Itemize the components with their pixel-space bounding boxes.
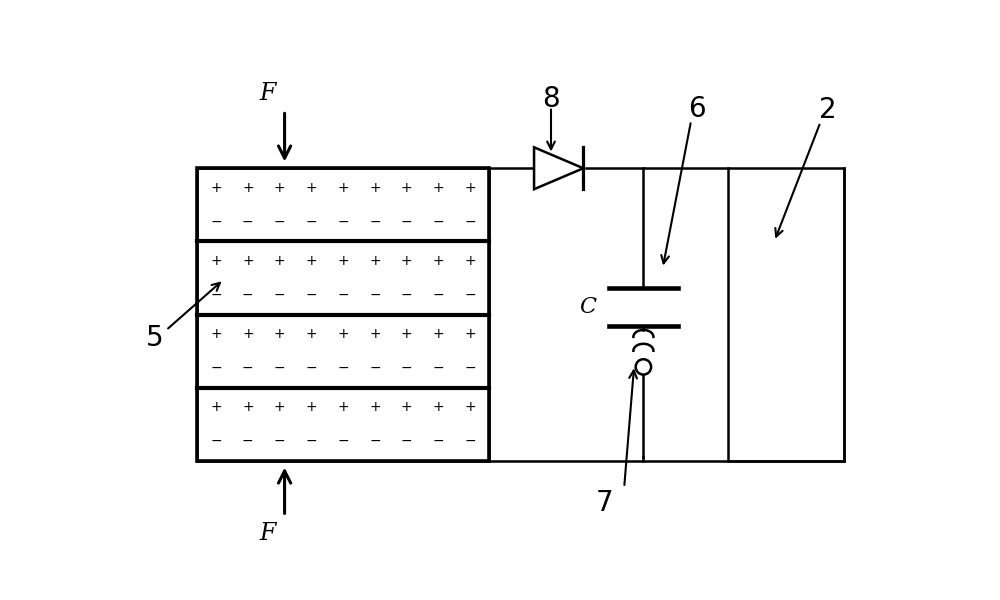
Text: 2: 2 <box>819 97 837 124</box>
Text: +: + <box>401 328 412 341</box>
Text: −: − <box>369 288 381 302</box>
Text: −: − <box>464 434 476 448</box>
Text: −: − <box>401 434 412 448</box>
Text: +: + <box>464 254 476 268</box>
Text: +: + <box>369 400 381 415</box>
Text: 5: 5 <box>146 324 163 352</box>
Text: +: + <box>242 400 254 415</box>
Text: +: + <box>210 400 222 415</box>
Text: −: − <box>337 288 349 302</box>
Text: −: − <box>210 288 222 302</box>
Text: +: + <box>337 254 349 268</box>
Text: −: − <box>210 361 222 375</box>
Text: −: − <box>401 215 412 229</box>
Text: +: + <box>210 328 222 341</box>
Text: +: + <box>337 400 349 415</box>
Text: +: + <box>464 181 476 195</box>
Text: −: − <box>242 215 254 229</box>
Text: +: + <box>369 328 381 341</box>
Text: −: − <box>464 288 476 302</box>
Text: +: + <box>433 254 444 268</box>
Text: +: + <box>401 400 412 415</box>
Text: −: − <box>337 434 349 448</box>
Text: +: + <box>274 328 285 341</box>
Bar <box>728 168 844 461</box>
Polygon shape <box>534 148 583 189</box>
Text: −: − <box>274 361 285 375</box>
Text: −: − <box>210 434 222 448</box>
Text: +: + <box>464 328 476 341</box>
Text: −: − <box>306 361 317 375</box>
Text: +: + <box>433 181 444 195</box>
Text: +: + <box>337 328 349 341</box>
Text: 8: 8 <box>542 85 560 113</box>
Text: +: + <box>274 254 285 268</box>
Text: +: + <box>401 181 412 195</box>
Text: +: + <box>337 181 349 195</box>
Text: +: + <box>306 181 317 195</box>
Text: F: F <box>259 82 276 105</box>
Text: +: + <box>401 254 412 268</box>
Text: −: − <box>369 361 381 375</box>
Text: −: − <box>369 215 381 229</box>
Text: −: − <box>274 215 285 229</box>
Text: +: + <box>464 400 476 415</box>
Text: C: C <box>579 296 596 318</box>
Text: −: − <box>433 215 444 229</box>
Text: −: − <box>464 361 476 375</box>
Text: +: + <box>242 181 254 195</box>
Text: 7: 7 <box>596 489 614 517</box>
Text: +: + <box>274 181 285 195</box>
Text: −: − <box>274 288 285 302</box>
Text: +: + <box>306 400 317 415</box>
Text: −: − <box>242 434 254 448</box>
Text: −: − <box>306 434 317 448</box>
Text: +: + <box>369 254 381 268</box>
Text: −: − <box>401 361 412 375</box>
Text: −: − <box>433 361 444 375</box>
Text: −: − <box>433 288 444 302</box>
Text: +: + <box>242 328 254 341</box>
Text: +: + <box>274 400 285 415</box>
Text: F: F <box>259 523 276 545</box>
Text: −: − <box>433 434 444 448</box>
Text: −: − <box>337 361 349 375</box>
Text: −: − <box>306 288 317 302</box>
Text: +: + <box>433 328 444 341</box>
Text: +: + <box>306 254 317 268</box>
Text: −: − <box>337 215 349 229</box>
Text: +: + <box>210 254 222 268</box>
Text: −: − <box>464 215 476 229</box>
Text: −: − <box>306 215 317 229</box>
Text: −: − <box>210 215 222 229</box>
Text: +: + <box>369 181 381 195</box>
Text: 6: 6 <box>688 95 706 123</box>
Text: −: − <box>242 288 254 302</box>
Text: +: + <box>210 181 222 195</box>
Text: −: − <box>242 361 254 375</box>
Text: −: − <box>369 434 381 448</box>
Text: +: + <box>306 328 317 341</box>
Text: +: + <box>433 400 444 415</box>
Text: −: − <box>274 434 285 448</box>
Text: +: + <box>242 254 254 268</box>
Text: −: − <box>401 288 412 302</box>
